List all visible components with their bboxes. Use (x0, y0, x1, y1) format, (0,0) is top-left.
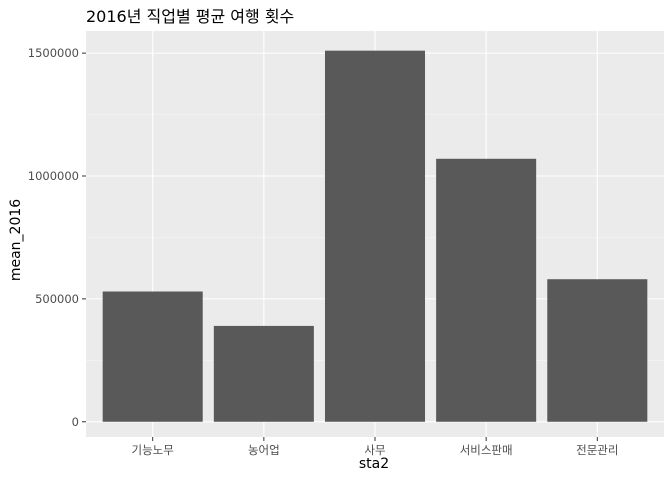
y-tick-label: 0 (72, 415, 79, 429)
x-tick-label: 기능노무 (132, 443, 174, 457)
x-axis: 기능노무 농어업 사무 서비스판매 전문관리 (132, 437, 618, 457)
bar-3 (324, 50, 426, 422)
y-tick-label: 1500000 (28, 46, 79, 60)
y-axis: 0 500000 1000000 1500000 (28, 46, 86, 429)
bars (102, 50, 648, 422)
x-tick-label: 서비스판매 (460, 443, 513, 457)
y-tick-label: 500000 (35, 292, 79, 306)
y-axis-title: mean_2016 (8, 199, 24, 281)
x-tick-label: 사무 (364, 443, 385, 457)
chart-title: 2016년 직업별 평균 여행 횟수 (86, 7, 294, 26)
x-axis-title: sta2 (359, 456, 389, 472)
x-tick-label: 전문관리 (576, 443, 618, 457)
bar-1 (102, 291, 203, 422)
bar-2 (213, 325, 314, 422)
y-tick-label: 1000000 (28, 169, 79, 183)
bar-4 (436, 158, 537, 422)
x-tick-label: 농어업 (248, 443, 280, 457)
bar-5 (547, 279, 648, 422)
